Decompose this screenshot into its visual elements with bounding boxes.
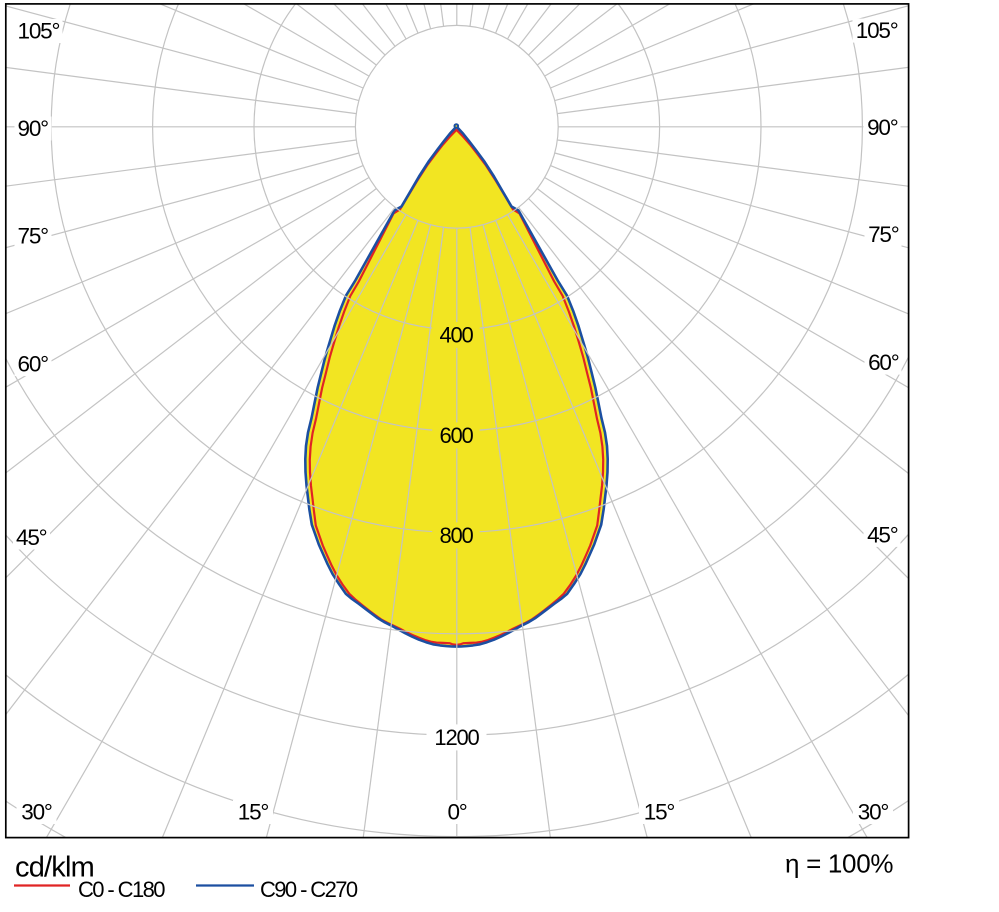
svg-text:cd/klm: cd/klm xyxy=(15,852,94,884)
svg-text:15°: 15° xyxy=(238,800,269,825)
svg-text:45°: 45° xyxy=(16,525,47,550)
svg-text:30°: 30° xyxy=(858,800,889,825)
svg-text:105°: 105° xyxy=(856,18,898,43)
svg-text:60°: 60° xyxy=(18,352,49,377)
svg-text:C0 - C180: C0 - C180 xyxy=(78,877,165,902)
svg-text:400: 400 xyxy=(439,323,473,348)
svg-text:75°: 75° xyxy=(868,222,899,247)
svg-text:105°: 105° xyxy=(18,19,60,44)
svg-text:75°: 75° xyxy=(18,224,49,249)
svg-text:90°: 90° xyxy=(18,116,49,141)
svg-text:90°: 90° xyxy=(867,115,898,140)
svg-text:0°: 0° xyxy=(447,800,466,825)
svg-text:1200: 1200 xyxy=(434,725,479,750)
svg-text:30°: 30° xyxy=(21,800,52,825)
svg-text:600: 600 xyxy=(439,423,473,448)
svg-text:η = 100%: η = 100% xyxy=(785,849,893,879)
svg-text:15°: 15° xyxy=(644,800,675,825)
svg-text:60°: 60° xyxy=(868,350,899,375)
svg-text:45°: 45° xyxy=(867,523,898,548)
svg-text:800: 800 xyxy=(439,523,473,548)
svg-text:C90 - C270: C90 - C270 xyxy=(260,877,358,902)
